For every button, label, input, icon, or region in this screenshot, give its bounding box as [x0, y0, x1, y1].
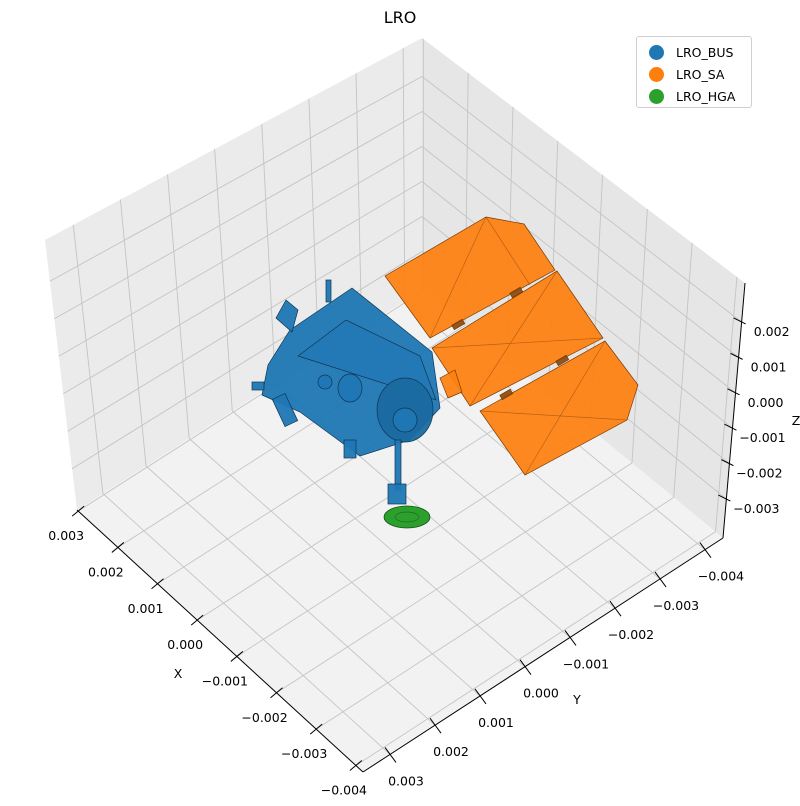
x-tick-label: −0.003 [281, 746, 327, 761]
x-tick-label: 0.003 [48, 528, 84, 543]
y-gridline [214, 149, 233, 412]
x-axis-label: X [174, 666, 183, 681]
legend-item-bus: LRO_BUS [645, 41, 743, 63]
y-axis-line [362, 537, 724, 773]
solar-panel-3 [479, 340, 639, 476]
y-tick-label: −0.001 [563, 656, 609, 671]
tick-labels: 0.003 0.002 0.001 0.000 −0.001 −0.002 −0.003 −0… [48, 317, 790, 797]
x-tick-label: −0.001 [202, 673, 248, 688]
x-tick [349, 760, 363, 771]
z-axis-line [722, 282, 746, 539]
x-tick [309, 723, 323, 735]
z-gridline [421, 111, 739, 358]
x-gridline [715, 276, 738, 532]
legend-marker [649, 88, 664, 104]
y-tick-label: 0.001 [478, 715, 514, 730]
y-gridline [402, 48, 406, 302]
legend-item-sa: LRO_SA [645, 63, 743, 85]
axis-lines [76, 282, 746, 773]
x-tick [230, 651, 244, 662]
y-tick-label: −0.004 [698, 569, 744, 584]
y-gridline [119, 199, 147, 467]
x-gridline [276, 462, 633, 694]
y-tick [384, 747, 397, 763]
y-gridline [231, 410, 526, 668]
z-tick [733, 317, 746, 325]
legend-label: LRO_BUS [676, 44, 734, 60]
z-tick-label: 0.000 [748, 395, 784, 410]
chart-title: LRO [383, 8, 417, 27]
x-tick [151, 578, 164, 590]
y-gridline [102, 493, 391, 755]
legend-marker [649, 44, 664, 60]
legend: LRO_BUS LRO_SA LRO_HGA [636, 36, 752, 108]
z-tick [730, 352, 743, 360]
x-tick-label: 0.000 [167, 637, 203, 652]
x-gridline [196, 393, 549, 621]
z-gridline [67, 216, 423, 432]
legend-item-hga: LRO_HGA [645, 85, 743, 107]
z-tick [718, 494, 731, 502]
z-gridline [62, 181, 423, 395]
solar-array [384, 216, 639, 476]
y-gridline [188, 438, 481, 697]
y-gridline [261, 123, 276, 384]
z-tick-label: −0.003 [733, 501, 779, 516]
x-gridline [631, 208, 648, 464]
spacecraft-bus [251, 279, 441, 505]
x-gridline [673, 242, 693, 498]
x-tick-label: 0.002 [88, 564, 124, 579]
y-axis-label: Y [572, 692, 581, 707]
y-tick [564, 630, 577, 646]
x-axis-line [76, 509, 364, 773]
x-tick-label: −0.004 [321, 782, 367, 797]
x-tick [270, 687, 283, 699]
y-tick-label: 0.002 [433, 744, 469, 759]
y-tick [474, 688, 487, 705]
x-tick-label: −0.002 [241, 710, 287, 725]
z-tick-label: 0.001 [751, 359, 787, 374]
y-gridline [167, 174, 190, 439]
high-gain-antenna [383, 505, 431, 529]
y-tick [699, 542, 712, 558]
x-gridline [315, 497, 674, 730]
legend-label: LRO_SA [676, 66, 725, 82]
x-gridline [355, 531, 716, 766]
z-axis-label: Z [792, 413, 800, 428]
z-tick [727, 388, 740, 396]
y-gridline [355, 73, 363, 329]
z-gridline [54, 111, 423, 320]
z-tick [724, 423, 737, 431]
y-tick-label: −0.002 [608, 627, 654, 642]
z-gridline [71, 251, 423, 470]
solar-array-hinge [439, 369, 463, 399]
z-tick-label: 0.002 [754, 324, 790, 339]
z-gridline [421, 146, 736, 394]
x-tick-label: 0.001 [128, 601, 164, 616]
z-tick [721, 459, 734, 467]
y-tick-label: 0.000 [523, 686, 559, 701]
z-gridline [58, 146, 423, 357]
y-tick [429, 717, 442, 734]
y-gridline [72, 224, 104, 494]
spacecraft-model [251, 216, 639, 529]
y-tick [609, 600, 622, 617]
x-tick [71, 505, 85, 517]
z-tick-label: −0.001 [739, 430, 785, 445]
z-gridline [421, 76, 742, 323]
x-tick [190, 614, 204, 626]
solar-panel-1 [384, 216, 556, 339]
z-tick-label: −0.002 [736, 466, 782, 481]
x-tick [111, 542, 125, 553]
legend-label: LRO_HGA [676, 88, 736, 104]
y-tick [519, 659, 532, 675]
z-gridline [49, 76, 423, 282]
y-gridline [145, 465, 436, 726]
y-tick-label: 0.003 [388, 773, 424, 788]
y-tick-label: −0.003 [653, 598, 699, 613]
back-wall-pane [422, 38, 745, 538]
y-tick [654, 571, 667, 588]
legend-marker [649, 66, 664, 82]
